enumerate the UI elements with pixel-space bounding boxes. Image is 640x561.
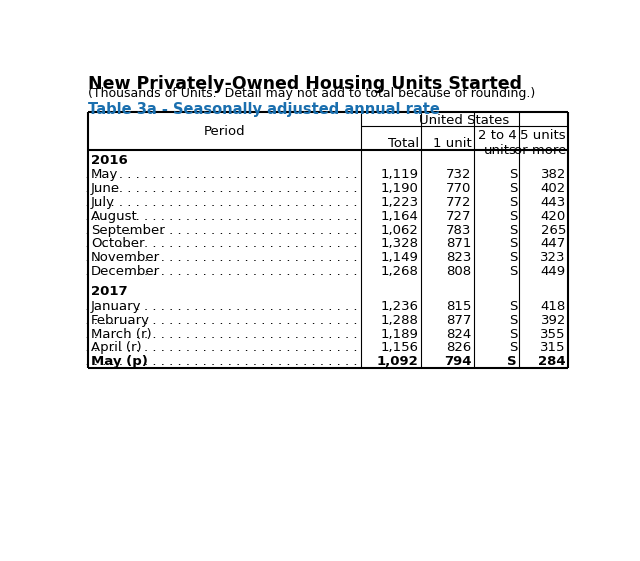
Text: 824: 824 (446, 328, 472, 341)
Text: January: January (91, 300, 141, 313)
Text: 1,189: 1,189 (381, 328, 419, 341)
Text: . . . . . . . . . . . . . . . . . . . . . . . . . . . . . . . . . .: . . . . . . . . . . . . . . . . . . . . … (77, 182, 358, 195)
Text: 284: 284 (538, 355, 566, 369)
Text: . . . . . . . . . . . . . . . . . . . . . . . . . . . . . . . . . .: . . . . . . . . . . . . . . . . . . . . … (77, 265, 358, 278)
Text: 1,119: 1,119 (381, 168, 419, 181)
Text: S: S (509, 237, 517, 251)
Text: 355: 355 (540, 328, 566, 341)
Text: . . . . . . . . . . . . . . . . . . . . . . . . . . . . . . . . . .: . . . . . . . . . . . . . . . . . . . . … (77, 210, 358, 223)
Text: April (r): April (r) (91, 342, 141, 355)
Text: 826: 826 (446, 342, 472, 355)
Text: June: June (91, 182, 120, 195)
Text: 794: 794 (444, 355, 472, 369)
Text: 808: 808 (446, 265, 472, 278)
Text: . . . . . . . . . . . . . . . . . . . . . . . . . . . . . . . . . .: . . . . . . . . . . . . . . . . . . . . … (77, 314, 358, 327)
Text: 315: 315 (540, 342, 566, 355)
Text: 1,268: 1,268 (381, 265, 419, 278)
Text: S: S (509, 342, 517, 355)
Text: United States: United States (419, 113, 509, 127)
Text: 871: 871 (446, 237, 472, 251)
Text: . . . . . . . . . . . . . . . . . . . . . . . . . . . . . . . . . .: . . . . . . . . . . . . . . . . . . . . … (77, 196, 358, 209)
Text: S: S (509, 182, 517, 195)
Text: S: S (509, 265, 517, 278)
Text: 732: 732 (446, 168, 472, 181)
Text: 1 unit: 1 unit (433, 137, 472, 150)
Text: . . . . . . . . . . . . . . . . . . . . . . . . . . . . . . . . . .: . . . . . . . . . . . . . . . . . . . . … (77, 224, 358, 237)
Text: December: December (91, 265, 160, 278)
Text: . . . . . . . . . . . . . . . . . . . . . . . . . . . . . . . . . .: . . . . . . . . . . . . . . . . . . . . … (77, 251, 358, 264)
Text: July: July (91, 196, 115, 209)
Text: S: S (509, 300, 517, 313)
Text: 1,236: 1,236 (381, 300, 419, 313)
Text: 420: 420 (541, 210, 566, 223)
Text: 2016: 2016 (91, 154, 127, 167)
Text: . . . . . . . . . . . . . . . . . . . . . . . . . . . . . . . . . .: . . . . . . . . . . . . . . . . . . . . … (77, 328, 358, 341)
Text: S: S (509, 328, 517, 341)
Text: S: S (509, 210, 517, 223)
Text: 265: 265 (541, 224, 566, 237)
Text: September: September (91, 224, 164, 237)
Text: . . . . . . . . . . . . . . . . . . . . . . . . . . . . . . . . . .: . . . . . . . . . . . . . . . . . . . . … (77, 237, 358, 251)
Text: 877: 877 (446, 314, 472, 327)
Text: Period: Period (204, 125, 245, 138)
Text: S: S (509, 196, 517, 209)
Text: May: May (91, 168, 118, 181)
Text: Total: Total (388, 137, 419, 150)
Text: New Privately-Owned Housing Units Started: New Privately-Owned Housing Units Starte… (88, 75, 522, 93)
Text: 443: 443 (541, 196, 566, 209)
Text: 392: 392 (541, 314, 566, 327)
Text: October: October (91, 237, 145, 251)
Text: 1,092: 1,092 (377, 355, 419, 369)
Text: 727: 727 (446, 210, 472, 223)
Text: S: S (509, 224, 517, 237)
Text: May (p): May (p) (91, 355, 148, 369)
Text: 1,288: 1,288 (381, 314, 419, 327)
Text: . . . . . . . . . . . . . . . . . . . . . . . . . . . . . . . . . .: . . . . . . . . . . . . . . . . . . . . … (77, 168, 358, 181)
Text: . . . . . . . . . . . . . . . . . . . . . . . . . . . . . . . . . .: . . . . . . . . . . . . . . . . . . . . … (77, 355, 358, 369)
Text: March (r): March (r) (91, 328, 152, 341)
Text: 418: 418 (541, 300, 566, 313)
Text: S: S (509, 251, 517, 264)
Text: S: S (509, 314, 517, 327)
Text: . . . . . . . . . . . . . . . . . . . . . . . . . . . . . . . . . .: . . . . . . . . . . . . . . . . . . . . … (77, 300, 358, 313)
Text: February: February (91, 314, 150, 327)
Text: 1,190: 1,190 (381, 182, 419, 195)
Text: 2 to 4
units: 2 to 4 units (478, 129, 517, 157)
Text: November: November (91, 251, 160, 264)
Text: (Thousands of Units.  Detail may not add to total because of rounding.): (Thousands of Units. Detail may not add … (88, 88, 535, 100)
Text: 772: 772 (446, 196, 472, 209)
Text: 1,328: 1,328 (381, 237, 419, 251)
Text: 2017: 2017 (91, 285, 127, 298)
Text: 815: 815 (446, 300, 472, 313)
Text: 323: 323 (540, 251, 566, 264)
Text: 823: 823 (446, 251, 472, 264)
Text: S: S (509, 168, 517, 181)
Text: August: August (91, 210, 138, 223)
Text: 5 units
or more: 5 units or more (513, 129, 566, 157)
Text: S: S (508, 355, 517, 369)
Text: 1,164: 1,164 (381, 210, 419, 223)
Text: 783: 783 (446, 224, 472, 237)
Text: 449: 449 (541, 265, 566, 278)
Text: 1,156: 1,156 (381, 342, 419, 355)
Text: 1,223: 1,223 (381, 196, 419, 209)
Text: 382: 382 (541, 168, 566, 181)
Text: 447: 447 (541, 237, 566, 251)
Text: 1,062: 1,062 (381, 224, 419, 237)
Text: 402: 402 (541, 182, 566, 195)
Text: 1,149: 1,149 (381, 251, 419, 264)
Text: Table 3a - Seasonally adjusted annual rate: Table 3a - Seasonally adjusted annual ra… (88, 102, 440, 117)
Text: . . . . . . . . . . . . . . . . . . . . . . . . . . . . . . . . . .: . . . . . . . . . . . . . . . . . . . . … (77, 342, 358, 355)
Text: 770: 770 (446, 182, 472, 195)
